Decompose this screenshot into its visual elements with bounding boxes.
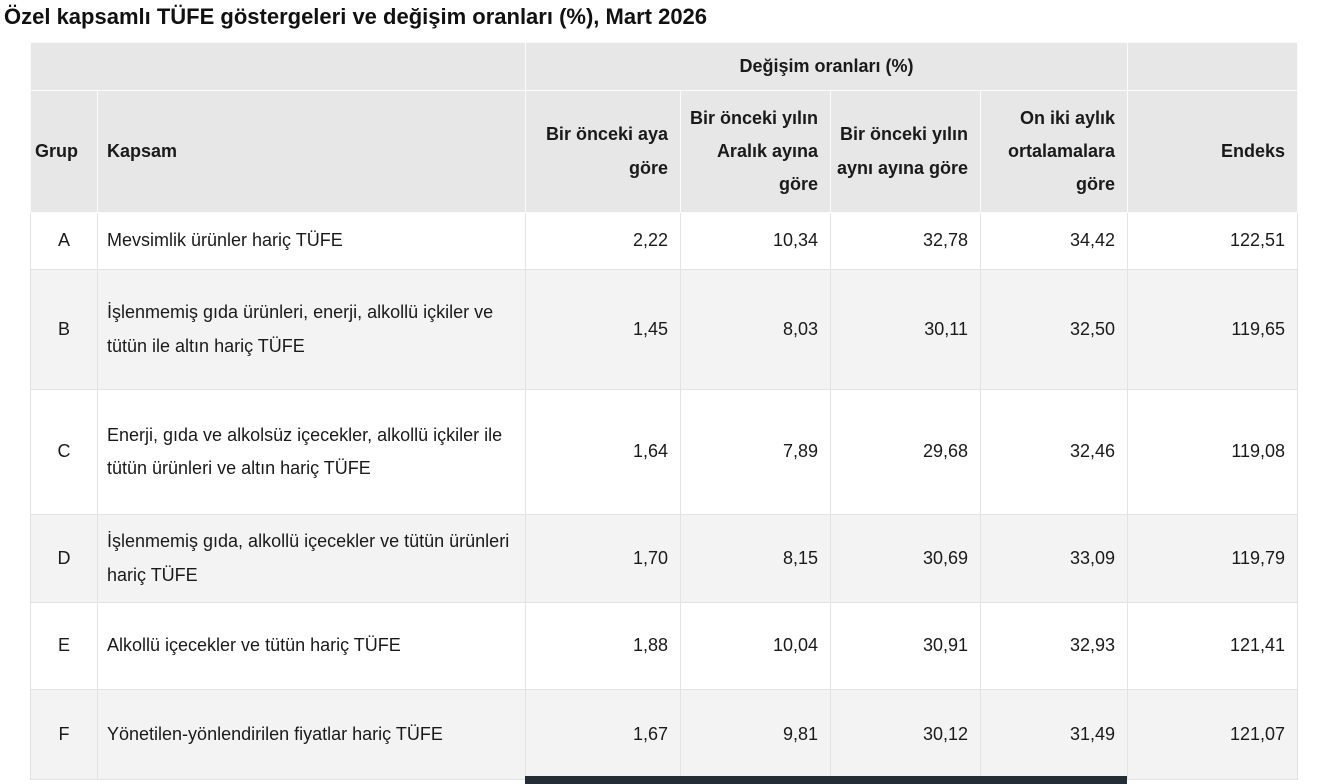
value-cell: 1,45 — [525, 269, 681, 390]
value-cell: 1,67 — [525, 689, 681, 780]
value-cell: 32,46 — [979, 389, 1129, 515]
value-cell: 7,89 — [680, 389, 831, 515]
value-cell: 2,22 — [525, 212, 681, 270]
table-row: F Yönetilen-yönlendirilen fiyatlar hariç… — [30, 689, 1299, 780]
kapsam-cell: Mevsimlik ürünler hariç TÜFE — [97, 212, 526, 270]
table-row: E Alkollü içecekler ve tütün hariç TÜFE … — [30, 602, 1299, 690]
value-cell: 1,70 — [525, 514, 681, 603]
value-cell: 30,11 — [830, 269, 981, 390]
grup-cell: C — [30, 389, 98, 515]
value-cell: 10,04 — [680, 602, 831, 690]
group-header-row: Değişim oranları (%) — [30, 42, 1299, 91]
value-cell: 1,64 — [525, 389, 681, 515]
value-cell: 29,68 — [830, 389, 981, 515]
value-cell: 119,08 — [1127, 389, 1299, 515]
value-cell: 119,79 — [1127, 514, 1299, 603]
value-cell: 30,12 — [830, 689, 981, 780]
value-cell: 34,42 — [979, 212, 1129, 270]
value-cell: 30,69 — [830, 514, 981, 603]
group-header-spacer-left — [30, 42, 526, 91]
grup-cell: B — [30, 269, 98, 390]
kapsam-cell: Enerji, gıda ve alkolsüz içecekler, alko… — [97, 389, 526, 515]
column-header-since-december: Bir önceki yılın Aralık ayına göre — [680, 90, 831, 213]
value-cell: 121,07 — [1127, 689, 1299, 780]
column-header-kapsam: Kapsam — [97, 90, 526, 213]
grup-cell: E — [30, 602, 98, 690]
value-cell: 33,09 — [979, 514, 1129, 603]
value-cell: 9,81 — [680, 689, 831, 780]
kapsam-cell: İşlenmemiş gıda ürünleri, enerji, alkoll… — [97, 269, 526, 390]
value-cell: 32,50 — [979, 269, 1129, 390]
grup-cell: F — [30, 689, 98, 780]
value-cell: 8,03 — [680, 269, 831, 390]
kapsam-cell: Alkollü içecekler ve tütün hariç TÜFE — [97, 602, 526, 690]
value-cell: 32,93 — [979, 602, 1129, 690]
page-title: Özel kapsamlı TÜFE göstergeleri ve değiş… — [4, 4, 708, 29]
column-header-endeks: Endeks — [1127, 90, 1299, 213]
grup-cell: D — [30, 514, 98, 603]
value-cell: 121,41 — [1127, 602, 1299, 690]
table-row: D İşlenmemiş gıda, alkollü içecekler ve … — [30, 514, 1299, 603]
value-cell: 31,49 — [979, 689, 1129, 780]
value-cell: 8,15 — [680, 514, 831, 603]
tufe-indicators-table: Değişim oranları (%) Grup Kapsam Bir önc… — [30, 42, 1299, 780]
group-header: Değişim oranları (%) — [524, 42, 1129, 91]
grup-cell: A — [30, 212, 98, 270]
value-cell: 122,51 — [1127, 212, 1299, 270]
value-cell: 30,91 — [830, 602, 981, 690]
table-row: B İşlenmemiş gıda ürünleri, enerji, alko… — [30, 269, 1299, 390]
table-row: C Enerji, gıda ve alkolsüz içecekler, al… — [30, 389, 1299, 515]
column-header-annual: Bir önceki yılın aynı ayına göre — [830, 90, 981, 213]
value-cell: 119,65 — [1127, 269, 1299, 390]
kapsam-cell: Yönetilen-yönlendirilen fiyatlar hariç T… — [97, 689, 526, 780]
column-header-monthly: Bir önceki aya göre — [525, 90, 681, 213]
bottom-dark-bar — [525, 776, 1127, 784]
value-cell: 1,88 — [525, 602, 681, 690]
value-cell: 10,34 — [680, 212, 831, 270]
value-cell: 32,78 — [830, 212, 981, 270]
column-header-grup: Grup — [30, 90, 98, 213]
table-row: A Mevsimlik ürünler hariç TÜFE 2,22 10,3… — [30, 212, 1299, 270]
kapsam-cell: İşlenmemiş gıda, alkollü içecekler ve tü… — [97, 514, 526, 603]
group-header-spacer-right — [1127, 42, 1299, 91]
column-header-row: Grup Kapsam Bir önceki aya göre Bir önce… — [30, 90, 1299, 213]
column-header-twelve-month-avg: On iki aylık ortalamalara göre — [979, 90, 1129, 213]
